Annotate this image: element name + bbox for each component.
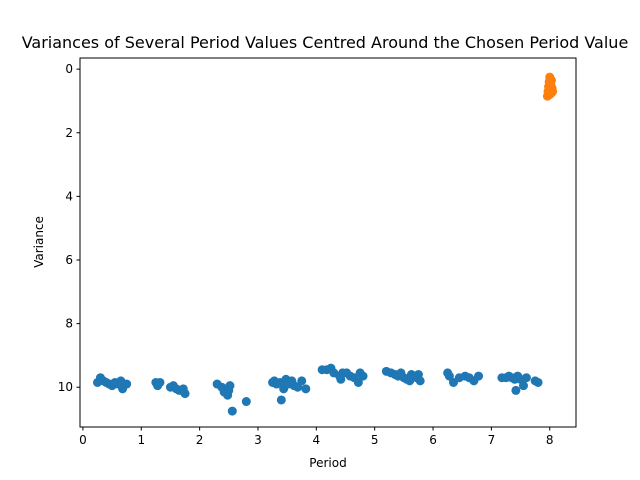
data-points [93, 72, 558, 416]
data-point [518, 381, 528, 391]
plot-frame [79, 57, 577, 428]
data-point [225, 381, 235, 391]
data-point [533, 377, 543, 387]
data-point [474, 371, 484, 381]
data-point [180, 389, 190, 399]
y-axis-ticks: 0 2 4 6 8 10 [58, 62, 80, 394]
x-axis-ticks: 0 1 2 3 4 5 6 7 8 [79, 427, 554, 447]
data-point [301, 384, 311, 394]
chart-title: Variances of Several Period Values Centr… [22, 33, 629, 52]
x-tick-label: 3 [254, 433, 262, 447]
x-tick-label: 5 [371, 433, 379, 447]
data-point [358, 371, 368, 381]
highlighted-data-point [546, 75, 556, 85]
data-point [293, 382, 303, 392]
x-tick-label: 4 [313, 433, 321, 447]
x-tick-label: 7 [488, 433, 496, 447]
x-tick-label: 0 [79, 433, 87, 447]
x-tick-label: 2 [196, 433, 204, 447]
y-tick-label: 2 [65, 126, 73, 140]
data-point [241, 397, 251, 407]
y-tick-label: 8 [65, 317, 73, 331]
data-point [511, 385, 521, 395]
data-point [122, 379, 132, 389]
data-point [444, 371, 454, 381]
highlighted-data-point [548, 86, 558, 96]
data-point [353, 377, 363, 387]
y-tick-label: 4 [65, 189, 73, 203]
data-point [521, 373, 531, 383]
y-axis-label: Variance [32, 216, 46, 268]
y-tick-label: 6 [65, 253, 73, 267]
x-axis-label: Period [309, 456, 346, 470]
data-point [155, 377, 165, 387]
data-point [276, 395, 286, 405]
data-point [297, 376, 307, 386]
y-tick-label: 10 [58, 380, 73, 394]
data-point [415, 376, 425, 386]
x-tick-label: 1 [137, 433, 145, 447]
y-tick-label: 0 [65, 62, 73, 76]
data-point [227, 406, 237, 416]
x-tick-label: 6 [429, 433, 437, 447]
x-tick-label: 8 [546, 433, 554, 447]
